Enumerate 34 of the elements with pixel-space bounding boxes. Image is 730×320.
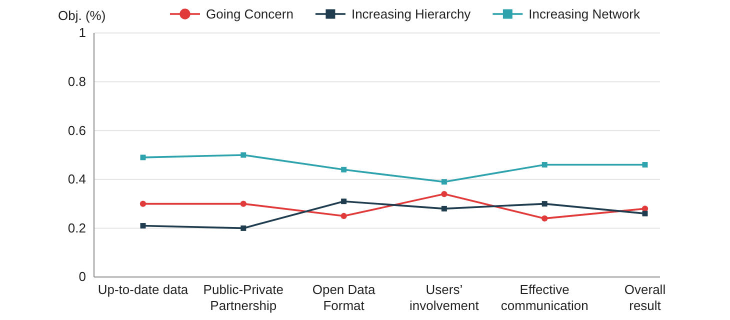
- y-tick-label: 1: [78, 25, 86, 40]
- y-tick-label: 0.2: [68, 220, 86, 236]
- x-tick-label: Public-Private Partnership: [203, 282, 284, 313]
- y-tick-label: 0.8: [68, 74, 86, 89]
- point: [542, 215, 548, 222]
- point: [642, 162, 648, 168]
- x-tick-label: Open Data Format: [312, 282, 376, 313]
- y-tick-label: 0.4: [68, 172, 86, 187]
- point: [140, 200, 146, 207]
- point: [642, 206, 648, 212]
- point: [441, 179, 447, 185]
- x-tick-label: Users’ involvement: [410, 282, 480, 313]
- point: [341, 166, 347, 172]
- x-tick-label: Up-to-date data: [98, 282, 189, 298]
- point: [240, 200, 246, 207]
- point: [542, 162, 548, 168]
- y-tick-label: 0: [78, 269, 86, 284]
- x-tick-label: Effective communication: [500, 282, 588, 313]
- point: [542, 201, 548, 207]
- y-axis-title: Obj. (%): [58, 8, 106, 23]
- point: [441, 206, 447, 212]
- point: [240, 152, 246, 158]
- point: [642, 210, 648, 216]
- x-tick-label: Overall result: [624, 282, 666, 313]
- point: [441, 190, 448, 198]
- legend-label: Increasing Hierarchy: [351, 6, 472, 22]
- point: [240, 225, 246, 231]
- y-tick-label: 0.6: [68, 122, 86, 138]
- legend-label: Increasing Network: [528, 6, 640, 22]
- point: [140, 223, 146, 228]
- point: [340, 212, 347, 220]
- legend-label: Going Concern: [206, 6, 294, 22]
- point: [140, 154, 146, 160]
- point: [341, 198, 347, 204]
